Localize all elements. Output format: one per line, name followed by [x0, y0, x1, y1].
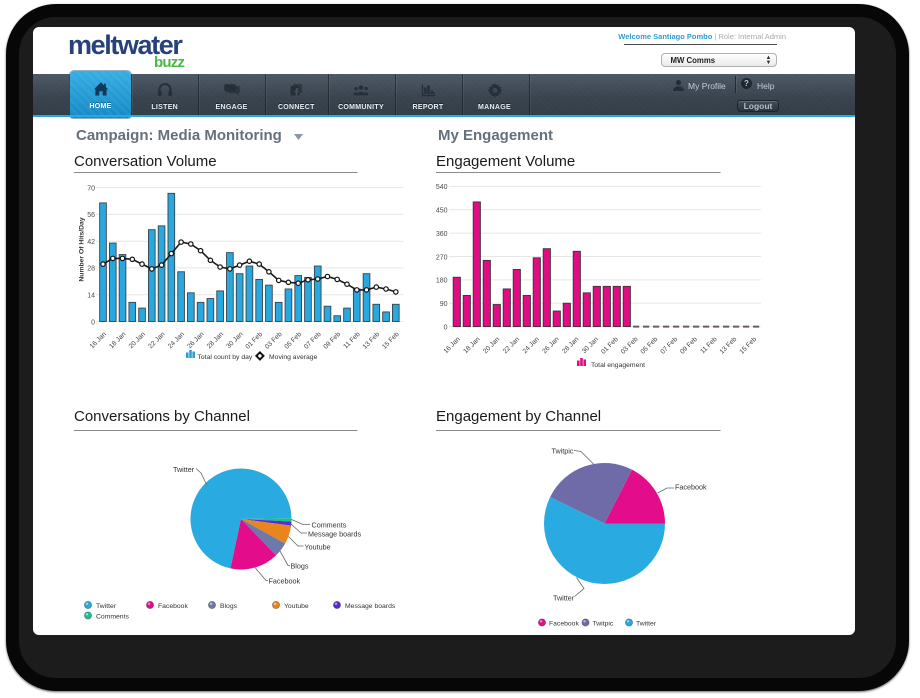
- svg-text:14: 14: [87, 293, 95, 300]
- svg-text:Twitpic: Twitpic: [552, 447, 574, 456]
- svg-text:Twitter: Twitter: [173, 465, 195, 474]
- svg-text:Message boards: Message boards: [308, 530, 362, 539]
- svg-text:22 Jan: 22 Jan: [502, 336, 521, 355]
- svg-text:Comments: Comments: [96, 614, 129, 621]
- svg-text:30 Jan: 30 Jan: [225, 331, 244, 350]
- svg-text:360: 360: [436, 231, 448, 238]
- svg-text:Moving average: Moving average: [269, 354, 318, 361]
- svg-text:01 Feb: 01 Feb: [244, 331, 264, 351]
- svg-text:26 Jan: 26 Jan: [541, 336, 560, 355]
- svg-text:90: 90: [440, 301, 448, 308]
- svg-text:22 Jan: 22 Jan: [147, 331, 166, 350]
- svg-text:13 Feb: 13 Feb: [362, 331, 382, 351]
- svg-text:16 Jan: 16 Jan: [443, 336, 462, 355]
- svg-text:03 Feb: 03 Feb: [264, 331, 284, 351]
- svg-text:15 Feb: 15 Feb: [381, 331, 401, 351]
- svg-text:Total engagement: Total engagement: [591, 362, 645, 369]
- svg-text:Engagement by Channel: Engagement by Channel: [436, 408, 601, 425]
- svg-text:Facebook: Facebook: [549, 621, 579, 628]
- svg-text:09 Feb: 09 Feb: [322, 331, 342, 351]
- svg-text:30 Jan: 30 Jan: [581, 336, 600, 355]
- svg-text:Twitpic: Twitpic: [593, 621, 614, 628]
- svg-text:Facebook: Facebook: [269, 577, 301, 586]
- svg-text:24 Jan: 24 Jan: [167, 331, 186, 350]
- svg-text:26 Jan: 26 Jan: [186, 331, 205, 350]
- svg-text:450: 450: [436, 208, 448, 215]
- svg-text:Campaign: Media Monitoring: Campaign: Media Monitoring: [76, 127, 282, 144]
- svg-text:0: 0: [444, 324, 448, 331]
- svg-text:07 Feb: 07 Feb: [303, 331, 323, 351]
- svg-text:18 Jan: 18 Jan: [108, 331, 127, 350]
- svg-text:Twitter: Twitter: [553, 594, 575, 603]
- svg-text:11 Feb: 11 Feb: [699, 336, 719, 356]
- svg-text:28: 28: [87, 266, 95, 273]
- svg-text:270: 270: [436, 254, 448, 261]
- svg-text:13 Feb: 13 Feb: [719, 336, 739, 356]
- svg-text:24 Jan: 24 Jan: [522, 336, 541, 355]
- svg-text:Blogs: Blogs: [220, 603, 238, 610]
- svg-text:20 Jan: 20 Jan: [128, 331, 147, 350]
- svg-text:Youtube: Youtube: [284, 603, 309, 610]
- svg-text:Facebook: Facebook: [675, 483, 707, 492]
- svg-text:15 Feb: 15 Feb: [738, 336, 758, 356]
- svg-text:Number Of Hits/Day: Number Of Hits/Day: [79, 217, 86, 281]
- svg-text:Youtube: Youtube: [305, 543, 331, 552]
- svg-text:Total count by day: Total count by day: [198, 354, 253, 361]
- svg-text:Facebook: Facebook: [158, 603, 188, 610]
- svg-text:540: 540: [436, 184, 448, 191]
- svg-text:Twitter: Twitter: [636, 621, 657, 628]
- svg-text:180: 180: [436, 278, 448, 285]
- svg-text:03 Feb: 03 Feb: [620, 336, 640, 356]
- svg-text:42: 42: [87, 239, 95, 246]
- svg-text:05 Feb: 05 Feb: [640, 336, 660, 356]
- svg-text:56: 56: [87, 212, 95, 219]
- svg-text:Conversations by Channel: Conversations by Channel: [74, 408, 250, 425]
- svg-text:05 Feb: 05 Feb: [283, 331, 303, 351]
- svg-text:28 Jan: 28 Jan: [206, 331, 225, 350]
- svg-text:Conversation Volume: Conversation Volume: [74, 153, 217, 170]
- svg-text:70: 70: [87, 185, 95, 192]
- svg-text:Engagement Volume: Engagement Volume: [436, 153, 575, 170]
- svg-text:09 Feb: 09 Feb: [679, 336, 699, 356]
- svg-text:18 Jan: 18 Jan: [462, 336, 481, 355]
- svg-text:01 Feb: 01 Feb: [600, 336, 620, 356]
- svg-text:11 Feb: 11 Feb: [342, 331, 362, 351]
- svg-text:07 Feb: 07 Feb: [659, 336, 679, 356]
- svg-text:Comments: Comments: [312, 521, 347, 530]
- svg-text:0: 0: [91, 319, 95, 326]
- svg-text:Blogs: Blogs: [291, 562, 309, 571]
- svg-text:Message boards: Message boards: [345, 603, 396, 610]
- svg-text:20 Jan: 20 Jan: [482, 336, 501, 355]
- svg-text:28 Jan: 28 Jan: [561, 336, 580, 355]
- svg-text:16 Jan: 16 Jan: [89, 331, 108, 350]
- svg-text:Twitter: Twitter: [96, 603, 117, 610]
- svg-text:My Engagement: My Engagement: [438, 127, 553, 144]
